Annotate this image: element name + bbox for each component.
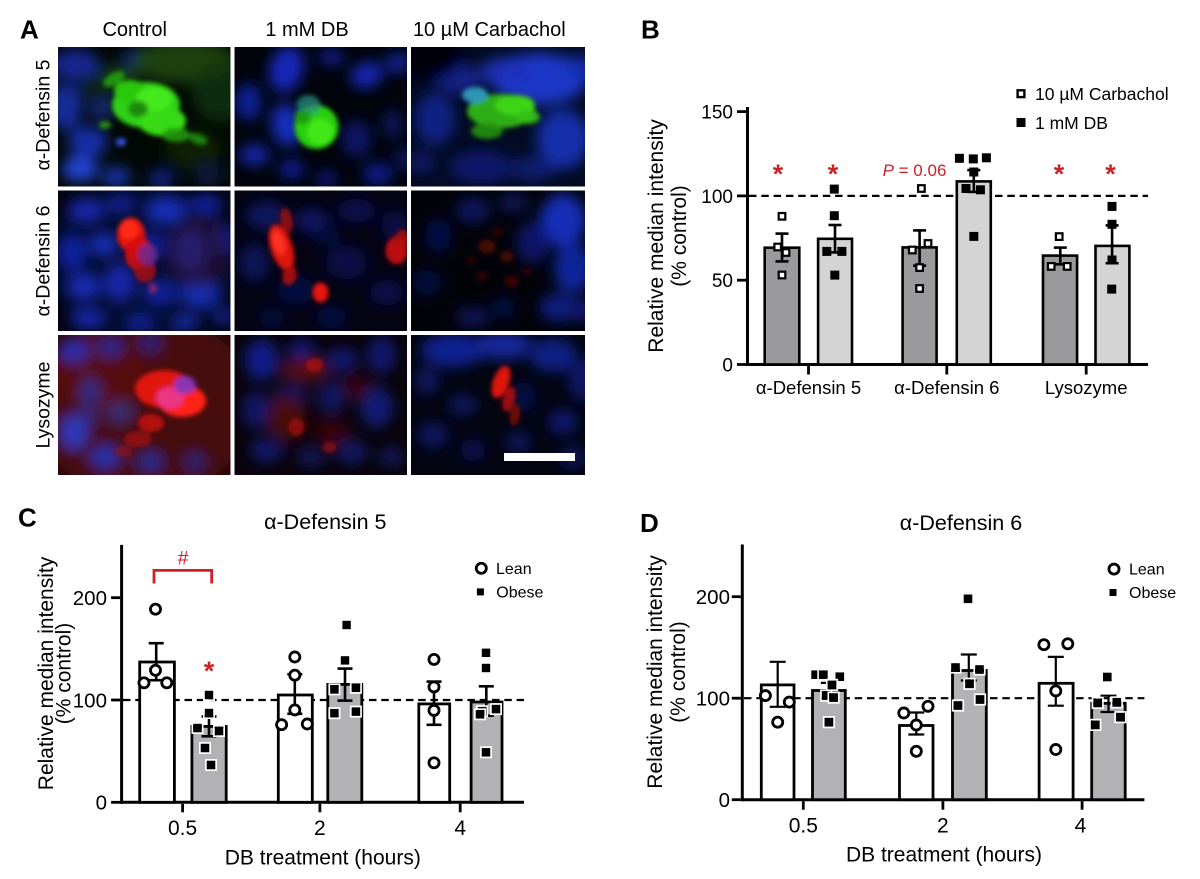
svg-text:0: 0 <box>722 355 733 376</box>
svg-text:200: 200 <box>696 586 730 609</box>
svg-text:Obese: Obese <box>1129 585 1176 602</box>
svg-text:Obese: Obese <box>496 585 543 602</box>
svg-text:*: * <box>773 159 784 189</box>
svg-text:150: 150 <box>701 103 733 124</box>
svg-text:*: * <box>1054 159 1065 189</box>
svg-text:#: # <box>178 548 189 570</box>
svg-text:0.5: 0.5 <box>789 815 818 838</box>
svg-text:D: D <box>640 508 659 538</box>
svg-text:1 mM DB: 1 mM DB <box>1035 113 1108 133</box>
svg-text:P = 0.06: P = 0.06 <box>883 161 947 180</box>
svg-text:Lean: Lean <box>1129 562 1165 579</box>
svg-text:B: B <box>641 15 660 45</box>
svg-text:DB treatment (hours): DB treatment (hours) <box>225 847 421 870</box>
svg-text:Lean: Lean <box>496 561 532 578</box>
svg-text:200: 200 <box>73 587 107 610</box>
svg-text:100: 100 <box>696 688 730 711</box>
svg-text:Relative median intensity: Relative median intensity <box>645 119 668 353</box>
svg-text:α-Defensin 6: α-Defensin 6 <box>33 206 55 317</box>
svg-text:10 µM Carbachol: 10 µM Carbachol <box>413 19 566 41</box>
svg-text:0: 0 <box>96 792 107 815</box>
svg-text:*: * <box>828 159 839 189</box>
svg-text:2: 2 <box>937 815 949 838</box>
svg-text:Control: Control <box>102 19 166 41</box>
svg-text:100: 100 <box>701 187 733 208</box>
svg-text:α-Defensin 6: α-Defensin 6 <box>900 511 1022 535</box>
svg-text:(% control): (% control) <box>668 185 691 287</box>
svg-text:DB treatment (hours): DB treatment (hours) <box>846 844 1042 867</box>
svg-text:Lysozyme: Lysozyme <box>1045 377 1128 398</box>
svg-text:(% control): (% control) <box>53 623 76 725</box>
svg-text:4: 4 <box>1075 815 1087 838</box>
svg-text:50: 50 <box>712 271 733 292</box>
svg-text:Lysozyme: Lysozyme <box>33 361 55 448</box>
svg-text:α-Defensin 6: α-Defensin 6 <box>894 377 999 398</box>
svg-text:α-Defensin 5: α-Defensin 5 <box>756 377 861 398</box>
svg-text:(% control): (% control) <box>667 621 690 723</box>
svg-text:*: * <box>1105 159 1116 189</box>
svg-text:1 mM DB: 1 mM DB <box>265 19 348 41</box>
svg-text:α-Defensin 5: α-Defensin 5 <box>33 59 55 170</box>
svg-text:*: * <box>204 656 215 686</box>
svg-text:10 µM Carbachol: 10 µM Carbachol <box>1035 84 1169 104</box>
svg-text:4: 4 <box>454 817 466 840</box>
svg-text:2: 2 <box>314 817 326 840</box>
svg-text:C: C <box>18 503 37 533</box>
svg-text:0: 0 <box>719 789 730 812</box>
svg-text:0.5: 0.5 <box>168 817 197 840</box>
svg-text:A: A <box>20 15 39 45</box>
svg-text:α-Defensin 5: α-Defensin 5 <box>264 510 386 534</box>
svg-text:100: 100 <box>73 689 107 712</box>
svg-text:Relative median intensity: Relative median intensity <box>35 556 58 790</box>
svg-text:Relative median intensity: Relative median intensity <box>644 555 667 789</box>
